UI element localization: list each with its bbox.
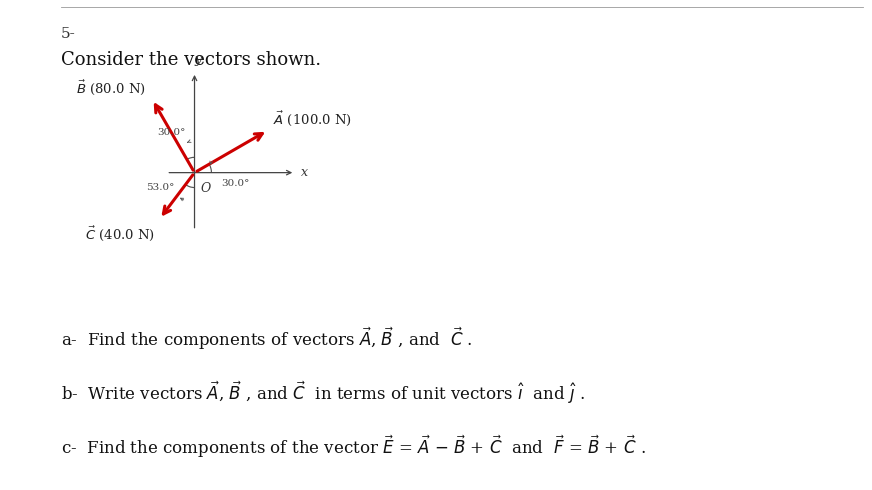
Text: $\vec{B}$ (80.0 N): $\vec{B}$ (80.0 N) xyxy=(76,78,146,97)
Text: 30.0°: 30.0° xyxy=(221,179,249,188)
Text: $\vec{C}$ (40.0 N): $\vec{C}$ (40.0 N) xyxy=(85,224,155,243)
Text: c-  Find the components of the vector $\vec{E}$ = $\vec{A}$ $-$ $\vec{B}$ + $\ve: c- Find the components of the vector $\v… xyxy=(61,434,646,460)
Text: 30.0°: 30.0° xyxy=(158,128,186,137)
Text: x: x xyxy=(301,166,308,179)
Text: Consider the vectors shown.: Consider the vectors shown. xyxy=(61,51,321,70)
Text: a-  Find the components of vectors $\vec{A}$, $\vec{B}$ , and  $\vec{C}$ .: a- Find the components of vectors $\vec{… xyxy=(61,326,473,352)
Text: 5-: 5- xyxy=(61,27,76,41)
Text: O: O xyxy=(201,182,210,196)
Text: 53.0°: 53.0° xyxy=(146,183,174,193)
Text: b-  Write vectors $\vec{A}$, $\vec{B}$ , and $\vec{C}$  in terms of unit vectors: b- Write vectors $\vec{A}$, $\vec{B}$ , … xyxy=(61,380,585,406)
Text: $\vec{A}$ (100.0 N): $\vec{A}$ (100.0 N) xyxy=(273,110,351,128)
Text: y: y xyxy=(194,53,201,66)
